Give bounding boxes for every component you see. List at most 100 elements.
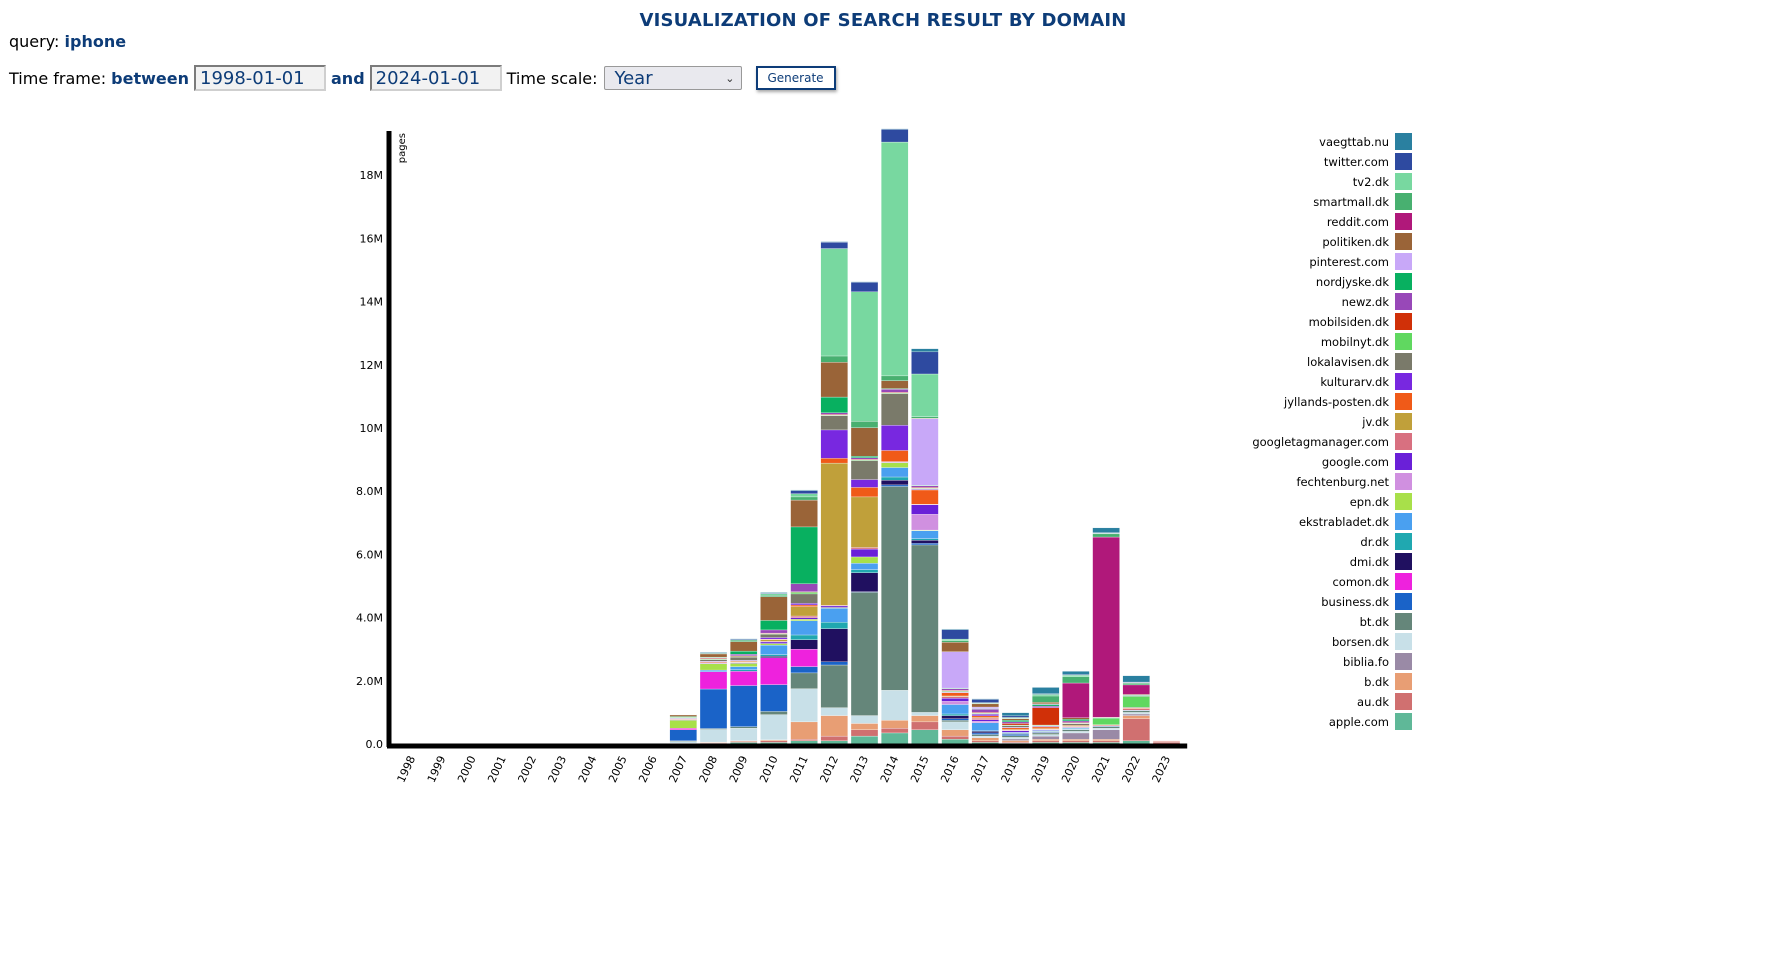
bar-segment-ekstrabladet-dk-2010[interactable] bbox=[760, 644, 788, 655]
bar-segment-ekstrabladet-dk-2009[interactable] bbox=[730, 666, 758, 670]
bar-segment-epn-dk-2009[interactable] bbox=[730, 663, 758, 667]
start-date-input[interactable] bbox=[194, 65, 326, 91]
bar-segment-google-com-2017[interactable] bbox=[971, 719, 999, 722]
bar-segment-smartmall-dk-2014[interactable] bbox=[881, 375, 909, 381]
bar-segment-b-dk-2017[interactable] bbox=[971, 737, 999, 741]
bar-segment-nordjyske-dk-2011[interactable] bbox=[790, 526, 818, 584]
bar-segment-borsen-dk-2010[interactable] bbox=[760, 714, 788, 741]
timescale-select[interactable]: Year ⌄ bbox=[603, 66, 742, 90]
bar-segment-smartmall-dk-2020[interactable] bbox=[1062, 676, 1090, 684]
bar-segment-nordjyske-dk-2009[interactable] bbox=[730, 650, 758, 655]
bar-segment-biblia-fo-2022[interactable] bbox=[1122, 713, 1150, 716]
bar-segment-vaegttab-nu-2013[interactable] bbox=[850, 281, 879, 283]
bar-segment-borsen-dk-2021[interactable] bbox=[1092, 728, 1120, 730]
bar-segment-smartmall-dk-2021[interactable] bbox=[1092, 533, 1120, 538]
bar-segment-vaegttab-nu-2010[interactable] bbox=[760, 592, 788, 594]
bar-segment-dmi-dk-2010[interactable] bbox=[760, 656, 788, 658]
bar-segment-newz-dk-2012[interactable] bbox=[820, 412, 848, 415]
bar-segment-tv2-dk-2020[interactable] bbox=[1062, 674, 1090, 677]
bar-segment-vaegttab-nu-2014[interactable] bbox=[881, 128, 909, 130]
bar-segment-bt-dk-2016[interactable] bbox=[941, 720, 969, 723]
bar-segment-au-dk-2011[interactable] bbox=[790, 739, 818, 741]
bar-segment-borsen-dk-2017[interactable] bbox=[971, 735, 999, 738]
bar-segment-smartmall-dk-2013[interactable] bbox=[850, 421, 879, 428]
bar-segment-googletagmanager-com-2022[interactable] bbox=[1122, 708, 1150, 711]
bar-segment-newz-dk-2020[interactable] bbox=[1062, 720, 1090, 723]
bar-segment-jv-dk-2010[interactable] bbox=[760, 639, 788, 642]
bar-segment-lokalavisen-dk-2011[interactable] bbox=[790, 593, 818, 604]
bar-segment-jv-dk-2013[interactable] bbox=[850, 496, 879, 548]
bar-segment-apple-com-2016[interactable] bbox=[941, 739, 969, 745]
bar-segment-vaegttab-nu-2015[interactable] bbox=[911, 348, 939, 353]
bar-segment-fechtenburg-net-2017[interactable] bbox=[971, 721, 999, 723]
bar-segment-dmi-dk-2012[interactable] bbox=[820, 628, 848, 662]
bar-segment-bt-dk-2020[interactable] bbox=[1062, 729, 1090, 732]
bar-segment-epn-dk-2013[interactable] bbox=[850, 556, 879, 564]
bar-segment-kulturarv-dk-2013[interactable] bbox=[850, 479, 879, 488]
bar-segment-jv-dk-2012[interactable] bbox=[820, 462, 848, 606]
bar-segment-mobilnyt-dk-2011[interactable] bbox=[790, 592, 818, 595]
bar-segment-borsen-dk-2013[interactable] bbox=[850, 715, 879, 724]
bar-segment-au-dk-2019[interactable] bbox=[1032, 740, 1060, 743]
bar-segment-politiken-dk-2007[interactable] bbox=[669, 714, 697, 717]
end-date-input[interactable] bbox=[369, 65, 502, 91]
bar-segment-epn-dk-2008[interactable] bbox=[699, 663, 728, 671]
bar-segment-business-dk-2014[interactable] bbox=[881, 484, 909, 487]
bar-segment-jyllands-posten-dk-2017[interactable] bbox=[971, 715, 999, 718]
bar-segment-vaegttab-nu-2011[interactable] bbox=[790, 489, 818, 491]
bar-segment-borsen-dk-2007[interactable] bbox=[669, 741, 697, 744]
bar-segment-dr-dk-2010[interactable] bbox=[760, 654, 788, 657]
bar-segment-au-dk-2022[interactable] bbox=[1122, 718, 1150, 741]
bar-segment-nordjyske-dk-2013[interactable] bbox=[850, 455, 879, 458]
bar-segment-biblia-fo-2020[interactable] bbox=[1062, 732, 1090, 740]
bar-segment-jyllands-posten-dk-2013[interactable] bbox=[850, 487, 879, 498]
bar-segment-smartmall-dk-2011[interactable] bbox=[790, 496, 818, 501]
bar-segment-business-dk-2010[interactable] bbox=[760, 684, 788, 712]
bar-segment-twitter-com-2017[interactable] bbox=[971, 699, 999, 703]
bar-segment-ekstrabladet-dk-2016[interactable] bbox=[941, 704, 969, 715]
bar-segment-smartmall-dk-2009[interactable] bbox=[730, 639, 758, 642]
bar-segment-kulturarv-dk-2010[interactable] bbox=[760, 637, 788, 640]
bar-segment-vaegttab-nu-2008[interactable] bbox=[699, 651, 728, 653]
bar-segment-biblia-fo-2018[interactable] bbox=[1001, 738, 1030, 741]
bar-segment-twitter-com-2015[interactable] bbox=[911, 351, 939, 375]
bar-segment-vaegttab-nu-2018[interactable] bbox=[1001, 712, 1030, 717]
bar-segment-epn-dk-2011[interactable] bbox=[790, 619, 818, 621]
bar-segment-newz-dk-2010[interactable] bbox=[760, 629, 788, 634]
bar-segment-dmi-dk-2013[interactable] bbox=[850, 572, 879, 592]
bar-segment-vaegttab-nu-2009[interactable] bbox=[730, 638, 758, 640]
bar-segment-mobilsiden-dk-2018[interactable] bbox=[1001, 723, 1030, 726]
bar-segment-ekstrabladet-dk-2013[interactable] bbox=[850, 563, 879, 570]
bar-segment-au-dk-2023[interactable] bbox=[1152, 741, 1181, 744]
bar-segment-au-dk-2016[interactable] bbox=[941, 735, 969, 740]
bar-segment-bt-dk-2011[interactable] bbox=[790, 672, 818, 689]
bar-segment-b-dk-2020[interactable] bbox=[1062, 739, 1090, 741]
bar-segment-googletagmanager-com-2023[interactable] bbox=[1152, 740, 1181, 742]
bar-segment-bt-dk-2013[interactable] bbox=[850, 592, 879, 716]
bar-segment-comon-dk-2007[interactable] bbox=[669, 728, 697, 730]
bar-segment-politiken-dk-2016[interactable] bbox=[941, 642, 969, 652]
bar-segment-lokalavisen-dk-2008[interactable] bbox=[699, 659, 728, 662]
bar-segment-jv-dk-2011[interactable] bbox=[790, 606, 818, 617]
bar-segment-jyllands-posten-dk-2014[interactable] bbox=[881, 450, 909, 462]
bar-segment-au-dk-2017[interactable] bbox=[971, 740, 999, 743]
bar-segment-business-dk-2018[interactable] bbox=[1001, 734, 1030, 736]
bar-segment-twitter-com-2011[interactable] bbox=[790, 490, 818, 494]
bar-segment-politiken-dk-2019[interactable] bbox=[1032, 702, 1060, 705]
bar-segment-vaegttab-nu-2016[interactable] bbox=[941, 628, 969, 630]
bar-segment-au-dk-2021[interactable] bbox=[1092, 740, 1120, 743]
bar-segment-googletagmanager-com-2017[interactable] bbox=[971, 717, 999, 720]
bar-segment-tv2-dk-2012[interactable] bbox=[820, 248, 848, 357]
bar-segment-fechtenburg-net-2016[interactable] bbox=[941, 701, 969, 705]
bar-segment-bt-dk-2018[interactable] bbox=[1001, 735, 1030, 738]
bar-segment-dr-dk-2016[interactable] bbox=[941, 713, 969, 716]
bar-segment-b-dk-2012[interactable] bbox=[820, 715, 848, 737]
bar-segment-newz-dk-2016[interactable] bbox=[941, 688, 969, 691]
bar-segment-epn-dk-2014[interactable] bbox=[881, 462, 909, 468]
bar-segment-newz-dk-2013[interactable] bbox=[850, 457, 879, 460]
bar-segment-bt-dk-2010[interactable] bbox=[760, 711, 788, 715]
bar-segment-newz-dk-2017[interactable] bbox=[971, 709, 999, 713]
bar-segment-jyllands-posten-dk-2019[interactable] bbox=[1032, 726, 1060, 729]
bar-segment-nordjyske-dk-2012[interactable] bbox=[820, 396, 848, 414]
bar-segment-dr-dk-2009[interactable] bbox=[730, 669, 758, 672]
